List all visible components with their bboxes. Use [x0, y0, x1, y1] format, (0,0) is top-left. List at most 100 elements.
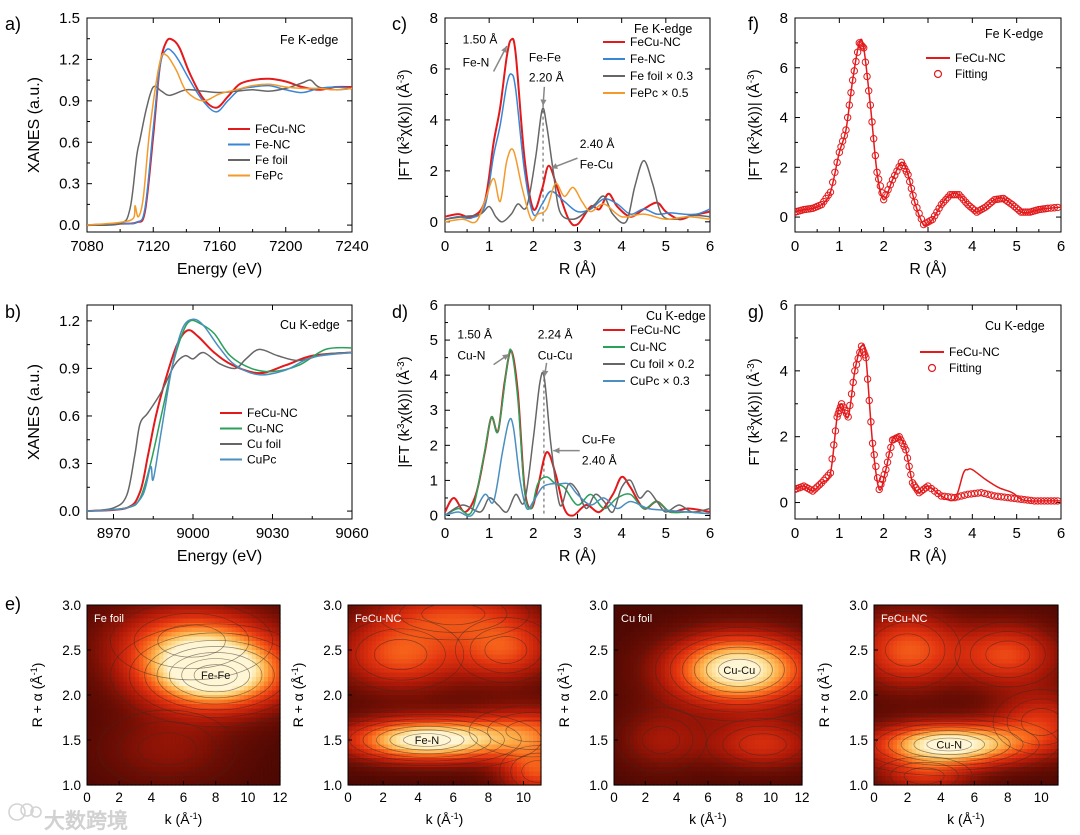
heatmap-cell	[520, 614, 526, 620]
fit-marker	[815, 481, 824, 489]
heatmap-cell	[219, 776, 225, 782]
heatmap-cell	[103, 614, 108, 620]
heatmap-cell	[536, 686, 542, 692]
heatmap-cell	[147, 641, 152, 647]
heatmap-cell	[500, 623, 506, 629]
heatmap-cell	[175, 717, 181, 723]
heatmap-cell	[420, 627, 425, 633]
heatmap-cell	[476, 618, 482, 624]
heatmap-cell	[528, 762, 534, 768]
heatmap-cell	[191, 735, 197, 741]
heatmap-cell	[159, 686, 164, 692]
heatmap-cell	[404, 686, 409, 692]
heatmap-cell	[239, 767, 245, 773]
heatmap-cell	[251, 650, 257, 656]
heatmap-cell	[207, 623, 213, 629]
heatmap-cell	[263, 609, 269, 615]
heatmap-cell	[496, 681, 502, 687]
heatmap-cell	[392, 740, 397, 746]
label-part: )	[198, 811, 203, 827]
heatmap-cell	[629, 663, 635, 669]
heatmap-cell	[520, 713, 526, 719]
heatmap-cell	[452, 641, 458, 647]
heatmap-cell	[508, 713, 514, 719]
heatmap-cell	[432, 605, 438, 611]
heatmap-cell	[488, 618, 494, 624]
heatmap-cell	[496, 744, 502, 750]
heatmap-cell	[147, 636, 152, 642]
heatmap-cell	[480, 659, 486, 665]
heatmap-cell	[396, 762, 401, 768]
heatmap-cell	[512, 758, 518, 764]
heatmap-cell	[103, 605, 108, 611]
fit-marker	[865, 87, 873, 95]
heatmap-cell	[211, 731, 217, 737]
heatmap-cell	[496, 650, 502, 656]
heatmap-cell	[448, 740, 454, 746]
heatmap-cell	[629, 744, 635, 750]
heatmap-cell	[95, 623, 100, 629]
heatmap-cell	[207, 677, 213, 683]
heatmap-cell	[444, 690, 450, 696]
heatmap-cell	[167, 771, 173, 777]
heatmap-cell	[167, 744, 173, 750]
heatmap-cell	[147, 722, 152, 728]
heatmap-cell	[448, 618, 454, 624]
heatmap-cell	[356, 609, 361, 615]
heatmap-cell	[440, 618, 446, 624]
heatmap-cell	[641, 623, 646, 629]
heatmap-cell	[440, 672, 446, 678]
legend-label: Fitting	[955, 67, 988, 81]
heatmap-cell	[456, 708, 462, 714]
heatmap-cell	[115, 762, 120, 768]
fit-marker	[826, 188, 835, 196]
heatmap-cell	[424, 672, 430, 678]
heatmap-cell	[641, 663, 646, 669]
heatmap-cell	[87, 623, 92, 629]
heatmap-cell	[135, 677, 140, 683]
heatmap-cell	[436, 767, 442, 773]
heatmap-cell	[621, 735, 627, 741]
heatmap-cell	[404, 767, 409, 773]
heatmap-cell	[163, 618, 169, 624]
heatmap-cell	[155, 650, 160, 656]
heatmap-cell	[219, 618, 225, 624]
heatmap-cell	[416, 731, 421, 737]
heatmap-cell	[151, 677, 156, 683]
heatmap-cell	[99, 713, 104, 719]
heatmap-cell	[520, 659, 526, 665]
heatmap-cell	[115, 740, 120, 746]
heatmap-cell	[424, 771, 430, 777]
heatmap-cell	[243, 654, 249, 660]
heatmap-cell	[352, 690, 357, 696]
y-tick-label: 1.0	[323, 778, 342, 793]
heatmap-cell	[376, 654, 381, 660]
heatmap-cell	[524, 744, 530, 750]
heatmap-cell	[625, 632, 631, 638]
heatmap-cell	[424, 609, 430, 615]
heatmap-cell	[460, 776, 466, 782]
heatmap-cell	[368, 735, 373, 741]
heatmap-cell	[219, 771, 225, 777]
heatmap-cell	[408, 753, 413, 759]
heatmap-cell	[179, 758, 185, 764]
heatmap-cell	[203, 654, 209, 660]
heatmap-cell	[203, 731, 209, 737]
heatmap-cell	[103, 636, 108, 642]
heatmap-cell	[516, 722, 522, 728]
heatmap-cell	[512, 650, 518, 656]
heatmap-cell	[223, 744, 229, 750]
heatmap-cell	[416, 672, 421, 678]
heatmap-cell	[223, 605, 229, 611]
heatmap-cell	[468, 740, 474, 746]
heatmap-cell	[155, 618, 160, 624]
heatmap-cell	[207, 686, 213, 692]
heatmap-cell	[115, 695, 120, 701]
heatmap-cell	[536, 780, 542, 786]
heatmap-cell	[456, 771, 462, 777]
heatmap-cell	[532, 609, 538, 615]
heatmap-cell	[614, 722, 619, 728]
heatmap-cell	[448, 731, 454, 737]
heatmap-cell	[376, 614, 381, 620]
heatmap-cell	[119, 632, 124, 638]
